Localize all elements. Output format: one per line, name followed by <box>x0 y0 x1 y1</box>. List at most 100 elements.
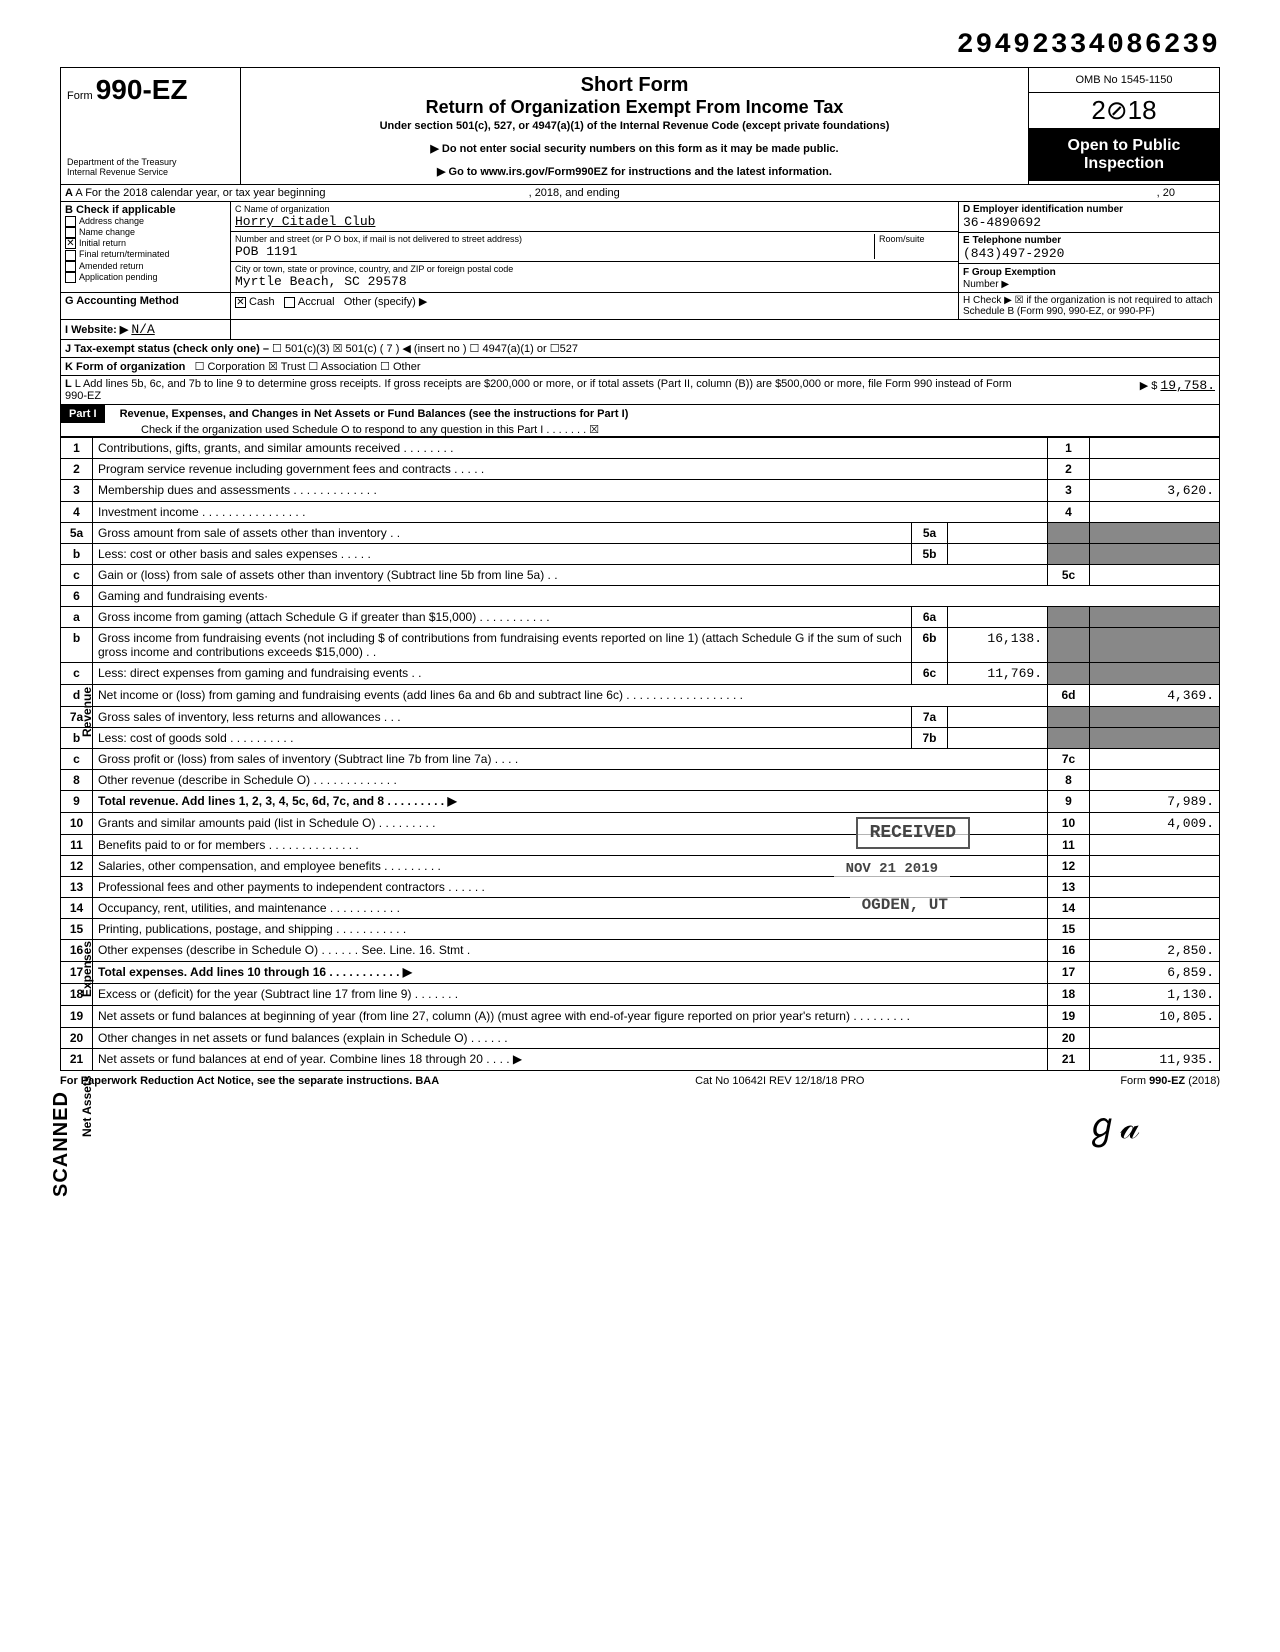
line-amt: 4,369. <box>1090 685 1220 707</box>
line-box: 5c <box>1048 565 1090 586</box>
line-box: 8 <box>1048 770 1090 791</box>
line-amt-shade <box>1090 628 1220 663</box>
line-amt: 4,009. <box>1090 813 1220 835</box>
box-c-label: C Name of organization <box>235 204 954 214</box>
scanned-stamp: SCANNED <box>50 1091 73 1197</box>
line-desc: Total expenses. Add lines 10 through 16 … <box>93 962 1048 984</box>
box-f-label2: Number ▶ <box>963 279 1009 290</box>
line-num: 2 <box>61 459 93 480</box>
line-box: 1 <box>1048 438 1090 459</box>
line-a-mid: , 2018, and ending <box>529 187 620 199</box>
title-short-form: Short Form <box>251 74 1018 97</box>
line-amt: 10,805. <box>1090 1006 1220 1028</box>
line-num: 12 <box>61 856 93 877</box>
inner-box-num: 7a <box>912 707 948 728</box>
inner-box-amt <box>948 523 1048 544</box>
line-amt: 11,935. <box>1090 1049 1220 1071</box>
inner-box-num: 6b <box>912 628 948 663</box>
inner-box-amt <box>948 728 1048 749</box>
line-box: 19 <box>1048 1006 1090 1028</box>
line-num: c <box>61 749 93 770</box>
line-k-opts: ☐ Corporation ☒ Trust ☐ Association ☐ Ot… <box>195 361 421 373</box>
line-desc: Net income or (loss) from gaming and fun… <box>93 685 1048 707</box>
line-desc: Less: direct expenses from gaming and fu… <box>93 663 912 685</box>
revenue-label: Revenue <box>80 687 94 737</box>
line-desc: Investment income . . . . . . . . . . . … <box>93 502 1048 523</box>
line-box: 15 <box>1048 919 1090 940</box>
tax-year: 2⊘201818 <box>1029 93 1219 129</box>
line-g-label: G Accounting Method <box>65 295 179 307</box>
checkbox-b-2[interactable]: ✕ <box>65 238 76 249</box>
expenses-label: Expenses <box>80 941 94 997</box>
line-desc: Other revenue (describe in Schedule O) .… <box>93 770 1048 791</box>
line-amt-shade <box>1090 607 1220 628</box>
line-amt <box>1090 502 1220 523</box>
footer-mid: Cat No 10642I REV 12/18/18 PRO <box>695 1075 864 1087</box>
checkbox-b-3[interactable] <box>65 250 76 261</box>
line-box-shade <box>1048 707 1090 728</box>
ein: 36-4890692 <box>963 215 1215 230</box>
inner-box-amt: 11,769. <box>948 663 1048 685</box>
line-j-label: J Tax-exempt status (check only one) – <box>65 343 269 355</box>
line-amt-shade <box>1090 728 1220 749</box>
line-box-shade <box>1048 628 1090 663</box>
line-desc: Net assets or fund balances at beginning… <box>93 1006 1048 1028</box>
line-desc: Less: cost of goods sold . . . . . . . .… <box>93 728 912 749</box>
line-num: a <box>61 607 93 628</box>
line-num: c <box>61 565 93 586</box>
inner-box-amt <box>948 707 1048 728</box>
org-name: Horry Citadel Club <box>235 214 954 229</box>
line-amt <box>1090 438 1220 459</box>
line-amt <box>1090 835 1220 856</box>
line-l-arrow: ▶ $ <box>1140 380 1158 392</box>
date-stamp: NOV 21 2019 <box>834 857 950 881</box>
line-box-shade <box>1048 523 1090 544</box>
line-desc: Gross income from gaming (attach Schedul… <box>93 607 912 628</box>
signature: ℊ𝒶 <box>60 1097 1220 1149</box>
footer-right: Form 990-EZ (2018) <box>1120 1075 1220 1087</box>
line-box: 2 <box>1048 459 1090 480</box>
org-address: POB 1191 <box>235 244 874 259</box>
box-e-label: E Telephone number <box>963 235 1215 246</box>
form-prefix: Form <box>67 90 93 102</box>
part1-sub: Check if the organization used Schedule … <box>141 423 1219 436</box>
other-label: Other (specify) ▶ <box>344 296 428 308</box>
line-num: 1 <box>61 438 93 459</box>
part1-heading: Revenue, Expenses, and Changes in Net As… <box>120 408 629 420</box>
line-num: 14 <box>61 898 93 919</box>
line-box: 14 <box>1048 898 1090 919</box>
line-box-shade <box>1048 728 1090 749</box>
line-num: 8 <box>61 770 93 791</box>
line-box: 16 <box>1048 940 1090 962</box>
inner-box-num: 7b <box>912 728 948 749</box>
part1-badge: Part I <box>61 405 105 423</box>
line-box: 7c <box>1048 749 1090 770</box>
dept-line2: Internal Revenue Service <box>67 168 234 178</box>
accrual-checkbox[interactable] <box>284 297 295 308</box>
line-amt <box>1090 919 1220 940</box>
line-box: 12 <box>1048 856 1090 877</box>
subtitle: Under section 501(c), 527, or 4947(a)(1)… <box>251 120 1018 132</box>
checkbox-b-0[interactable] <box>65 216 76 227</box>
city-label: City or town, state or province, country… <box>235 264 954 274</box>
line-num: 11 <box>61 835 93 856</box>
line-amt <box>1090 898 1220 919</box>
line-box-shade <box>1048 663 1090 685</box>
addr-label: Number and street (or P O box, if mail i… <box>235 234 874 244</box>
line-num: b <box>61 628 93 663</box>
line-num: 20 <box>61 1028 93 1049</box>
line-num: 19 <box>61 1006 93 1028</box>
line-amt-shade <box>1090 663 1220 685</box>
inner-box-amt <box>948 544 1048 565</box>
line-box: 6d <box>1048 685 1090 707</box>
checkbox-b-4[interactable] <box>65 261 76 272</box>
line-amt-shade <box>1090 544 1220 565</box>
footer-left: For Paperwork Reduction Act Notice, see … <box>60 1075 439 1087</box>
checkbox-b-5[interactable] <box>65 272 76 283</box>
line-h: H Check ▶ ☒ if the organization is not r… <box>959 293 1219 319</box>
line-box: 10 <box>1048 813 1090 835</box>
cash-checkbox[interactable]: ✕ <box>235 297 246 308</box>
gross-receipts: 19,758. <box>1160 378 1215 393</box>
checkbox-b-1[interactable] <box>65 227 76 238</box>
line-box: 13 <box>1048 877 1090 898</box>
